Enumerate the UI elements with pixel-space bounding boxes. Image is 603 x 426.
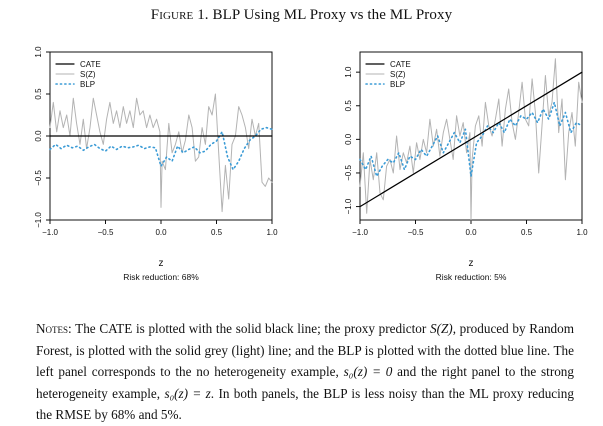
right-y-tick-label: −0.5 [344,165,353,181]
left-series-sz [49,93,273,213]
left-legend-label: CATE [80,60,101,69]
left-x-tick-label: 0.5 [211,228,223,237]
notes-text-4: . In both panels, the BLP is less noisy … [36,385,574,423]
right-x-tick-label: −1.0 [352,228,368,237]
right-y-tick-label: 1.0 [344,66,353,78]
right-y-tick-label: 0.0 [344,133,353,145]
notes-sz: S(Z) [429,321,453,336]
notes-text-2: , produced by Random Forest, is plotted … [36,321,574,380]
right-risk-reduction-label: Risk reduction: 5% [436,272,507,282]
right-legend-label: CATE [390,60,411,69]
left-y-tick-label: 0.0 [34,130,43,142]
right-y-tick-label: 0.5 [344,100,353,112]
left-y-tick-label: 0.5 [34,88,43,100]
notes-text-3: and the right panel to the strong hetero… [36,364,574,401]
right-legend-label: BLP [390,80,405,89]
right-series-sz [359,58,583,221]
left-y-tick-label: −1.0 [34,212,43,228]
notes-eq-2: s₀(z) = z [164,385,211,401]
figure-caption: Figure 1. BLP Using ML Proxy vs the ML P… [0,7,603,24]
left-y-tick-label: −0.5 [34,170,43,186]
figure-title: BLP Using ML Proxy vs the ML Proxy [212,7,453,23]
right-x-tick-label: −0.5 [408,228,424,237]
left-legend-label: S(Z) [80,70,96,79]
notes-eq-1: s₀(z) = 0 [343,364,393,380]
left-chart-panel: −1.0 −0.5 0.0 0.5 1.0 −1.0 −0.5 0.0 0.5 1.0 CATES(… [34,46,278,282]
left-x-tick-label: 0.0 [155,228,167,237]
right-y-tick-label: −1.0 [344,198,353,214]
right-x-tick-label: 0.5 [521,228,533,237]
left-legend-label: BLP [80,80,95,89]
right-series-blp [359,101,583,178]
right-legend-label: S(Z) [390,70,406,79]
figure-notes: Notes: The CATE is plotted with the soli… [36,318,574,426]
right-chart-panel: −1.0 −0.5 0.0 0.5 1.0 −1.0 −0.5 0.0 0.5 1.0 CATES(… [344,51,588,282]
left-risk-reduction-label: Risk reduction: 68% [123,272,199,282]
right-x-axis-label: z [469,258,474,269]
left-x-tick-label: −0.5 [98,228,114,237]
left-series-blp [49,126,273,171]
notes-text-1: The CATE is plotted with the solid black… [71,321,430,336]
right-series-cate [359,71,583,208]
left-x-tick-label: −1.0 [42,228,58,237]
right-x-tick-label: 0.0 [465,228,477,237]
notes-label: Notes: [36,321,72,336]
left-x-axis-label: z [159,258,164,269]
left-y-tick-label: 1.0 [34,46,43,58]
figure-label: Figure 1. [150,7,209,23]
left-x-tick-label: 1.0 [266,228,278,237]
right-x-tick-label: 1.0 [576,228,588,237]
